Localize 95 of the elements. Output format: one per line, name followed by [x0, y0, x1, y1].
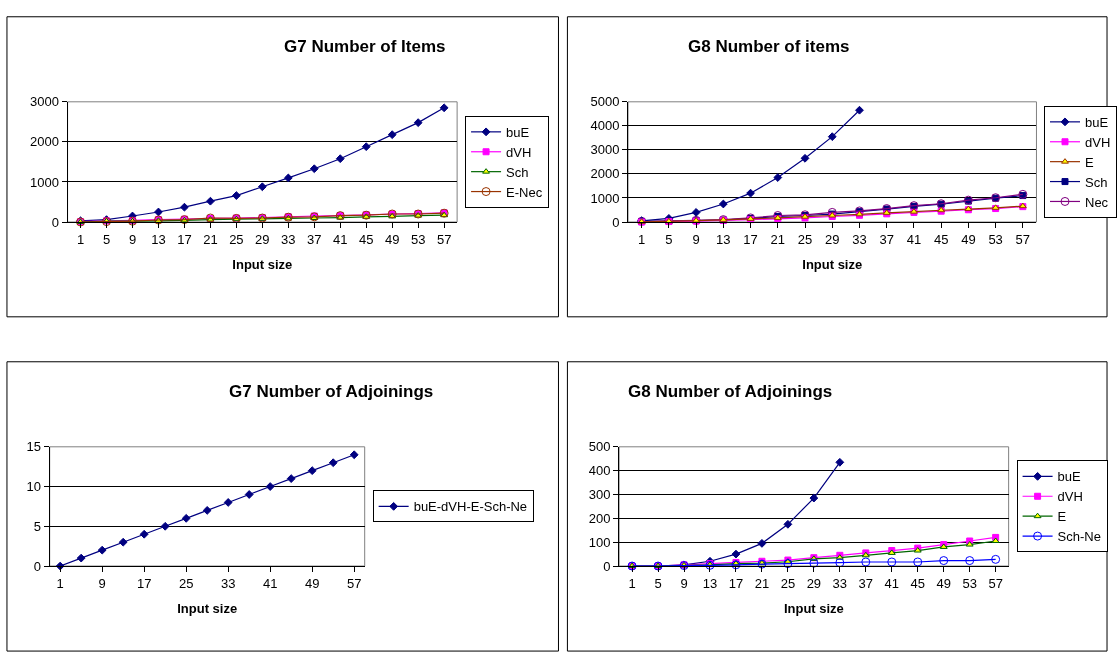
- x-tick-label: 57: [1015, 231, 1031, 247]
- x-tick-label: 41: [906, 231, 922, 247]
- x-tick-label: 45: [933, 231, 949, 247]
- y-tick-label: 500: [588, 439, 611, 455]
- y-tick-label: 2000: [30, 134, 59, 150]
- y-tick-label: 1000: [590, 190, 620, 206]
- y-tick-label: 400: [588, 463, 611, 479]
- y-tick-label: 4000: [590, 118, 620, 134]
- y-tick-label: 0: [51, 214, 59, 230]
- x-tick-label: 49: [961, 231, 976, 247]
- x-tick-label: 25: [178, 575, 194, 591]
- legend-label: dVH: [506, 144, 532, 160]
- x-tick-label: 17: [728, 575, 744, 591]
- y-tick-label: 0: [603, 558, 611, 574]
- x-tick-label: 41: [884, 575, 900, 591]
- x-tick-label: 37: [307, 231, 322, 247]
- chart-title: G8 Number of items: [688, 37, 850, 56]
- x-tick-label: 33: [852, 231, 867, 247]
- y-tick-label: 0: [612, 214, 620, 230]
- y-tick-label: 1000: [30, 174, 59, 190]
- x-tick-label: 33: [832, 575, 848, 591]
- legend-label: buE: [1085, 114, 1109, 130]
- x-tick-label: 9: [680, 575, 688, 591]
- legend-label: Sch-Ne: [1057, 529, 1101, 545]
- x-tick-label: 1: [628, 575, 636, 591]
- x-tick-label: 21: [203, 231, 218, 247]
- legend-label: Nec: [1085, 194, 1109, 210]
- x-tick-label: 49: [304, 575, 320, 591]
- x-tick-label: 17: [136, 575, 152, 591]
- x-tick-label: 37: [879, 231, 894, 247]
- x-tick-label: 25: [797, 231, 813, 247]
- x-axis-title: Input size: [802, 257, 863, 273]
- legend-label: dVH: [1085, 134, 1111, 150]
- y-tick-label: 300: [588, 487, 611, 503]
- x-tick-label: 13: [716, 231, 731, 247]
- x-tick-label: 21: [754, 575, 770, 591]
- x-tick-label: 9: [98, 575, 106, 591]
- x-tick-label: 21: [770, 231, 786, 247]
- x-tick-label: 33: [281, 231, 296, 247]
- x-tick-label: 9: [128, 231, 137, 247]
- x-tick-label: 29: [806, 575, 822, 591]
- legend-label: Sch: [506, 164, 529, 180]
- x-tick-label: 9: [692, 231, 700, 247]
- y-tick-label: 200: [588, 510, 611, 526]
- x-tick-label: 41: [333, 231, 348, 247]
- legend-label: E: [1085, 154, 1094, 170]
- x-tick-label: 53: [962, 575, 977, 591]
- y-tick-label: 10: [26, 479, 42, 495]
- x-axis-title: Input size: [177, 601, 238, 617]
- legend-label: buE: [1057, 469, 1082, 485]
- x-tick-label: 29: [825, 231, 840, 247]
- x-tick-label: 45: [910, 575, 925, 591]
- x-tick-label: 25: [780, 575, 796, 591]
- x-tick-label: 37: [858, 575, 874, 591]
- y-tick-label: 0: [33, 558, 42, 574]
- x-tick-label: 1: [638, 231, 646, 247]
- x-tick-label: 45: [358, 231, 374, 247]
- legend-label: buE: [506, 124, 530, 140]
- chart-title: G8 Number of Adjoinings: [628, 382, 833, 401]
- x-tick-label: 5: [102, 231, 111, 247]
- legend-label: E: [1057, 509, 1067, 525]
- y-tick-label: 3000: [30, 94, 59, 110]
- x-tick-label: 57: [346, 575, 362, 591]
- x-tick-label: 1: [76, 231, 85, 247]
- x-tick-label: 25: [229, 231, 244, 247]
- legend-label: dVH: [1057, 489, 1083, 505]
- x-tick-label: 41: [262, 575, 278, 591]
- legend-label: E-Nec: [506, 184, 543, 200]
- x-tick-label: 17: [177, 231, 192, 247]
- x-tick-label: 13: [702, 575, 718, 591]
- y-tick-label: 2000: [590, 166, 620, 182]
- x-tick-label: 5: [654, 575, 662, 591]
- y-tick-label: 5000: [590, 94, 620, 110]
- y-tick-label: 3000: [590, 142, 620, 158]
- x-tick-label: 49: [384, 231, 400, 247]
- y-tick-label: 15: [26, 439, 42, 455]
- x-axis-title: Input size: [783, 601, 844, 617]
- x-tick-label: 57: [988, 575, 1003, 591]
- legend-label: buE-dVH-E-Sch-Ne: [413, 499, 528, 515]
- y-tick-label: 5: [33, 518, 42, 534]
- y-tick-label: 100: [588, 534, 611, 550]
- chart-title: G7 Number of Adjoinings: [229, 382, 434, 401]
- x-tick-label: 53: [410, 231, 426, 247]
- x-tick-label: 33: [220, 575, 236, 591]
- legend-label: Sch: [1085, 174, 1108, 190]
- x-tick-label: 49: [936, 575, 951, 591]
- x-tick-label: 53: [988, 231, 1003, 247]
- x-axis-title: Input size: [232, 257, 293, 273]
- x-tick-label: 1: [56, 575, 64, 591]
- x-tick-label: 29: [255, 231, 270, 247]
- chart-title: G7 Number of Items: [284, 37, 446, 56]
- x-tick-label: 13: [151, 231, 166, 247]
- x-tick-label: 5: [665, 231, 673, 247]
- x-tick-label: 57: [436, 231, 452, 247]
- x-tick-label: 17: [743, 231, 758, 247]
